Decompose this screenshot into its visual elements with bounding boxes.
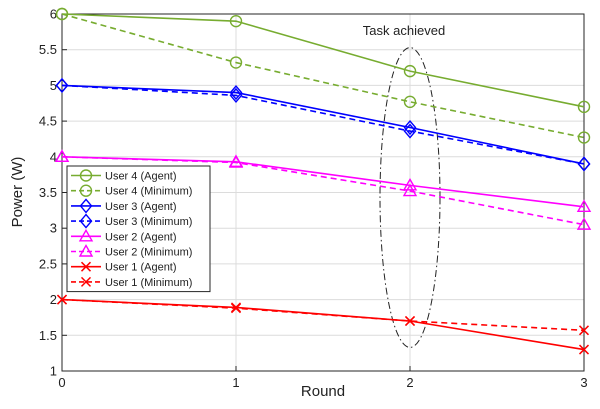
series-user-2-minimum-: [54, 149, 592, 230]
legend-label: User 1 (Minimum): [105, 277, 192, 289]
series-line: [61, 13, 585, 108]
series-line: [61, 298, 585, 351]
series-line: [61, 156, 585, 208]
legend-x-marker: [80, 261, 92, 272]
legend: User 4 (Agent) User 4 (Minimum) User 3 (Ag…: [66, 165, 211, 293]
y-tick-label: 3: [50, 221, 57, 236]
y-tick-label: 2.5: [39, 256, 57, 271]
legend-diamond-marker: [79, 198, 93, 214]
triangle-marker: [576, 199, 592, 212]
x-marker-stroke: [230, 303, 242, 314]
legend-entry: User 2 (Minimum): [71, 244, 192, 259]
legend-entry: User 1 (Agent): [71, 261, 177, 274]
legend-triangle-marker: [78, 244, 94, 257]
triangle-marker: [54, 149, 70, 163]
circle-marker: [229, 14, 243, 28]
x-marker: [578, 344, 590, 355]
legend-label: User 1 (Agent): [105, 262, 177, 274]
y-tick-label: 4.5: [39, 114, 57, 129]
y-tick-label: 6: [50, 7, 57, 22]
diamond-marker: [229, 87, 243, 103]
legend-diamond-marker: [79, 213, 93, 229]
series-line: [61, 156, 585, 226]
x-marker-stroke: [56, 294, 68, 305]
x-marker: [230, 303, 242, 314]
x-marker-stroke: [80, 276, 92, 287]
x-marker: [578, 325, 590, 336]
circle-marker: [403, 64, 417, 78]
series-line: [61, 84, 585, 165]
x-marker: [404, 315, 416, 327]
series-layer: [54, 7, 592, 355]
axis-ticks: 0 1 2 311.522.533.544.555.56: [39, 7, 588, 391]
y-tick-label: 5: [50, 78, 57, 93]
legend-entry: User 3 (Agent): [71, 198, 177, 214]
diamond-marker: [577, 156, 591, 172]
legend-label: User 3 (Agent): [105, 201, 177, 213]
series-user-4-minimum-: [55, 7, 591, 144]
x-tick-label: 0: [58, 375, 65, 390]
series-line: [61, 298, 585, 332]
triangle-marker: [402, 183, 418, 197]
diamond-marker: [55, 77, 69, 93]
y-axis-label: Power (W): [9, 157, 26, 228]
x-axis-label: Round: [301, 383, 345, 400]
circle-marker: [55, 7, 69, 21]
x-marker-stroke: [404, 315, 416, 327]
diamond-marker: [403, 119, 417, 136]
series-user-3-minimum-: [55, 77, 591, 172]
y-tick-label: 5.5: [39, 42, 57, 57]
triangle-marker: [402, 177, 418, 191]
y-tick-label: 4: [50, 149, 57, 164]
x-marker-stroke: [80, 261, 92, 272]
legend-label: User 3 (Minimum): [105, 216, 192, 228]
y-tick-label: 2: [50, 292, 57, 307]
y-tick-label: 1.5: [39, 328, 57, 343]
diamond-marker: [229, 84, 243, 101]
triangle-marker: [228, 155, 244, 168]
legend-entry: User 1 (Minimum): [71, 276, 192, 289]
series-user-4-agent-: [55, 7, 591, 114]
circle-marker: [229, 56, 243, 69]
legend-entry: User 3 (Minimum): [71, 213, 192, 229]
annotation-label: Task achieved: [363, 23, 445, 38]
legend-label: User 4 (Minimum): [105, 186, 192, 198]
x-marker-stroke: [578, 325, 590, 336]
legend-triangle-marker: [78, 228, 94, 242]
legend-entry: User 4 (Minimum): [71, 184, 192, 198]
legend-label: User 2 (Minimum): [105, 247, 192, 259]
x-marker: [56, 294, 68, 305]
circle-marker: [577, 131, 591, 144]
series-line: [61, 84, 585, 165]
x-tick-label: 1: [232, 375, 239, 390]
legend-label: User 2 (Agent): [105, 231, 177, 243]
series-user-1-minimum-: [56, 294, 590, 336]
triangle-marker: [576, 217, 592, 230]
legend-circle-marker: [79, 169, 93, 182]
y-tick-label: 1: [50, 364, 57, 379]
diamond-marker: [403, 123, 417, 139]
circle-marker: [577, 100, 591, 114]
legend-circle-marker: [79, 184, 93, 197]
circle-marker: [403, 95, 417, 109]
y-tick-label: 3.5: [39, 185, 57, 200]
legend-label: User 4 (Agent): [105, 171, 177, 183]
x-tick-label: 3: [580, 375, 587, 390]
legend-entry: User 2 (Agent): [71, 228, 177, 243]
x-tick-label: 2: [406, 375, 413, 390]
legend-entry: User 4 (Agent): [71, 169, 177, 183]
series-line: [61, 13, 585, 139]
x-marker-stroke: [578, 344, 590, 355]
legend-x-marker: [80, 276, 92, 287]
